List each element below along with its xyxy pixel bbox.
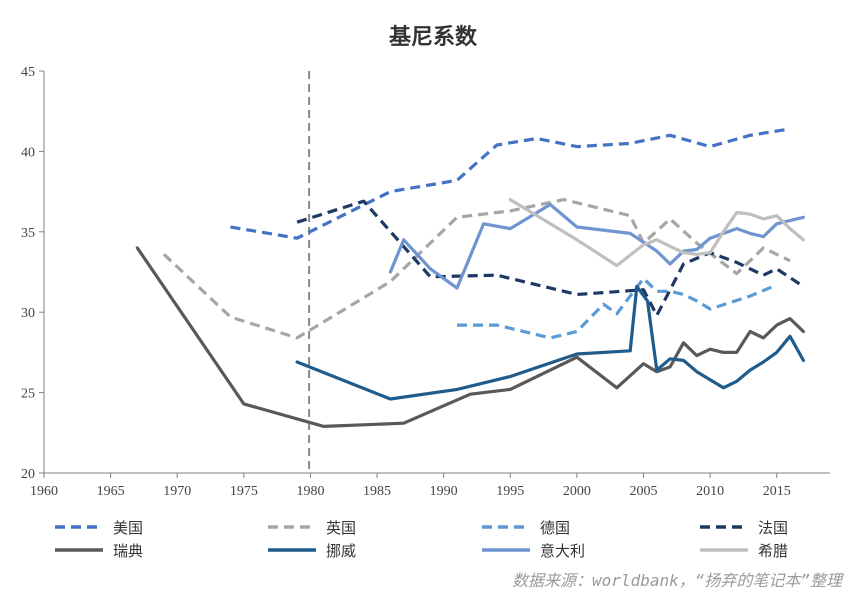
series-line bbox=[295, 284, 806, 401]
x-tick-label: 2015 bbox=[763, 484, 791, 499]
x-tick-label: 1980 bbox=[296, 484, 324, 499]
legend-label: 挪威 bbox=[326, 542, 356, 560]
series-3 bbox=[296, 199, 805, 317]
series-4 bbox=[135, 246, 806, 428]
series-line bbox=[388, 202, 806, 290]
y-tick-label: 35 bbox=[21, 226, 35, 241]
legend-item: 意大利 bbox=[482, 542, 585, 560]
x-tick-label: 1970 bbox=[163, 484, 191, 499]
x-tick-label: 2005 bbox=[629, 484, 657, 499]
legend-item: 挪威 bbox=[268, 542, 356, 560]
legend-label: 希腊 bbox=[758, 542, 788, 560]
x-tick-label: 1965 bbox=[97, 484, 125, 499]
chart-title: 基尼系数 bbox=[389, 24, 478, 50]
x-tick-label: 2000 bbox=[563, 484, 591, 499]
legend-item: 德国 bbox=[482, 519, 570, 537]
x-tick-label: 1985 bbox=[363, 484, 391, 499]
y-tick-label: 40 bbox=[21, 145, 35, 160]
legend-item: 希腊 bbox=[700, 542, 788, 560]
series-line bbox=[135, 246, 806, 428]
series-1 bbox=[162, 198, 791, 340]
x-tick-label: 1975 bbox=[230, 484, 258, 499]
series-line bbox=[296, 199, 805, 317]
legend-item: 瑞典 bbox=[55, 542, 143, 560]
legend-label: 意大利 bbox=[540, 542, 585, 560]
series-layer bbox=[135, 127, 806, 428]
legend-label: 德国 bbox=[540, 519, 570, 537]
series-0 bbox=[230, 127, 791, 240]
series-6 bbox=[388, 202, 806, 290]
source-note: 数据来源：worldbank，“扬弃的笔记本”整理 bbox=[512, 571, 844, 590]
x-tick-label: 1990 bbox=[430, 484, 458, 499]
legend-item: 英国 bbox=[268, 519, 356, 537]
series-5 bbox=[295, 284, 806, 401]
series-line bbox=[457, 276, 778, 340]
legend-label: 英国 bbox=[326, 519, 356, 537]
legend-item: 法国 bbox=[700, 519, 788, 537]
y-tick-label: 25 bbox=[21, 387, 35, 402]
x-tick-label: 2010 bbox=[696, 484, 724, 499]
x-tick-label: 1960 bbox=[30, 484, 58, 499]
axes: 20 25 30 35 40 45 1960 1965 1970 1975 1980 1985 1990… bbox=[21, 65, 830, 499]
series-2 bbox=[457, 276, 778, 340]
x-tick-label: 1995 bbox=[496, 484, 524, 499]
legend-item: 美国 bbox=[55, 519, 143, 537]
series-line bbox=[508, 198, 806, 268]
legend-label: 法国 bbox=[758, 519, 788, 537]
legend-label: 美国 bbox=[113, 519, 143, 537]
series-line bbox=[162, 198, 791, 340]
series-line bbox=[230, 127, 791, 240]
legend-label: 瑞典 bbox=[113, 542, 143, 560]
y-tick-label: 45 bbox=[21, 65, 35, 80]
series-7 bbox=[508, 198, 806, 268]
y-tick-label: 20 bbox=[21, 467, 35, 482]
y-tick-label: 30 bbox=[21, 306, 35, 321]
